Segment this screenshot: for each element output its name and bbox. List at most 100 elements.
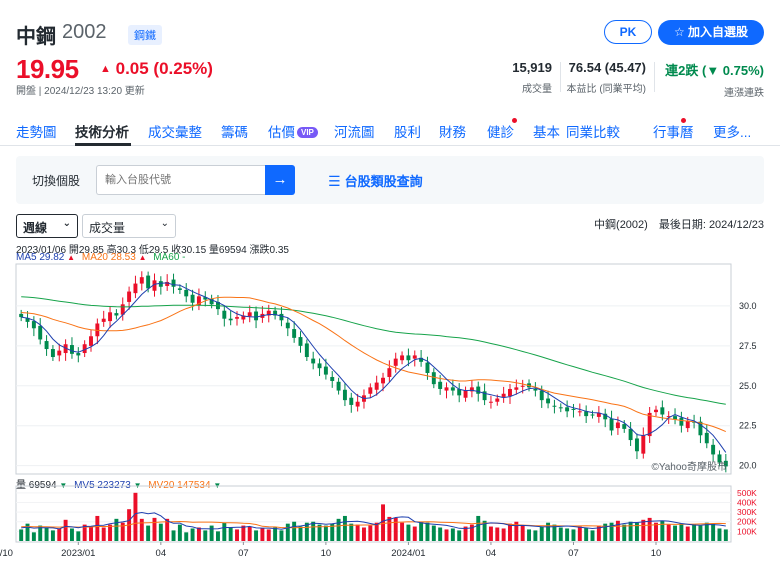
industry-tag[interactable]: 鋼鐵	[128, 25, 162, 45]
candle-body	[203, 297, 208, 300]
volume-bar	[89, 526, 93, 541]
volume-bar	[400, 522, 405, 541]
volume-bar	[457, 530, 462, 541]
volume-bar	[533, 530, 538, 541]
tab-trend[interactable]: 走勢圖	[16, 125, 57, 140]
candle-body	[596, 412, 601, 417]
tab-basic[interactable]: 基本	[533, 125, 560, 140]
metric-streak-value: 連2跌 (▼ 0.75%)	[665, 63, 764, 78]
volume-bar	[450, 528, 455, 541]
candle-body	[19, 313, 24, 318]
candle-body	[38, 325, 43, 340]
ma20-line	[21, 296, 726, 433]
volume-bar	[647, 517, 652, 541]
tab-summary[interactable]: 成交彙整	[148, 125, 202, 140]
volume-tick-label: 200K	[737, 517, 757, 527]
price-tick-label: 30.0	[739, 301, 757, 311]
volume-bar	[298, 526, 303, 541]
volume-bar	[368, 525, 373, 541]
volume-bar	[317, 524, 322, 541]
candle-body	[647, 412, 652, 437]
volume-bar	[285, 523, 290, 541]
candle-body	[69, 345, 74, 354]
candle-body	[50, 349, 55, 358]
volume-bar	[292, 521, 297, 541]
volume-tick-label: 300K	[737, 507, 757, 517]
volume-bar	[95, 515, 100, 541]
candle-body	[533, 388, 538, 391]
candle-body	[374, 382, 379, 390]
candle-body	[609, 418, 614, 431]
volume-bar	[406, 524, 411, 541]
tab-diagnosis[interactable]: 健診	[487, 125, 514, 140]
tab-river[interactable]: 河流圖	[334, 125, 375, 140]
tab-technical[interactable]: 技術分析	[75, 125, 129, 140]
list-icon: ☰	[328, 173, 341, 189]
add-watchlist-button[interactable]: ☆ 加入自選股	[658, 20, 764, 45]
candle-body	[387, 368, 392, 377]
price-change: ▲ 0.05 (0.25%)	[100, 59, 213, 79]
candle-body	[520, 385, 525, 387]
indicator-select[interactable]: 成交量 ⌄	[82, 214, 176, 238]
volume-bar	[508, 523, 512, 541]
candle-body	[101, 318, 106, 322]
candle-body	[31, 321, 36, 329]
tab-peers[interactable]: 同業比較	[566, 125, 620, 140]
volume-bar	[304, 522, 309, 541]
period-select[interactable]: 週線 ⌄	[16, 214, 78, 238]
x-tick-label: 07	[568, 548, 579, 559]
candle-body	[76, 353, 81, 356]
volume-bar	[362, 527, 366, 541]
candle-body	[273, 310, 278, 316]
volume-bar	[31, 532, 36, 541]
volume-bar	[711, 523, 716, 541]
volume-bar	[482, 520, 487, 541]
volume-bar	[19, 529, 24, 541]
candle-body	[342, 389, 347, 401]
pk-button[interactable]: PK	[604, 20, 652, 44]
candle-body	[482, 391, 487, 401]
volume-bar	[203, 530, 208, 541]
candle-body	[698, 421, 703, 436]
candle-body	[615, 422, 620, 429]
volume-bar	[654, 522, 658, 541]
candle-body	[222, 310, 227, 319]
volume-bar	[660, 520, 665, 541]
stock-tabs: 走勢圖 技術分析 成交彙整 籌碼 估價 VIP 河流圖 股利 財務 健診 基本 同…	[0, 114, 780, 146]
candle-body	[660, 407, 665, 415]
candle-body	[431, 372, 436, 385]
tab-chips[interactable]: 籌碼	[221, 125, 248, 140]
volume-bar	[469, 524, 474, 541]
volume-bar	[235, 529, 239, 541]
candle-body	[285, 322, 290, 329]
stock-search-input[interactable]	[96, 165, 266, 195]
tab-financial[interactable]: 財務	[439, 125, 466, 140]
tab-dividend[interactable]: 股利	[394, 125, 421, 140]
candle-body	[393, 358, 398, 366]
volume-bar	[323, 525, 328, 541]
tab-valuation[interactable]: 估價 VIP	[268, 121, 318, 141]
candle-body	[469, 387, 474, 392]
volume-bar	[44, 527, 49, 541]
candle-body	[508, 388, 512, 397]
candle-body	[558, 407, 563, 409]
volume-bar	[82, 524, 87, 541]
volume-bar	[596, 525, 601, 541]
candle-body	[685, 420, 690, 429]
candle-body	[108, 312, 113, 322]
volume-bar	[25, 523, 30, 541]
candle-body	[622, 424, 627, 429]
candle-body	[44, 341, 49, 350]
candle-body	[190, 294, 195, 303]
volume-bar	[476, 515, 481, 541]
tab-more[interactable]: 更多...	[713, 125, 752, 140]
candle-body	[171, 279, 176, 287]
search-submit-button[interactable]: →	[265, 165, 295, 195]
tab-calendar[interactable]: 行事曆	[653, 125, 694, 140]
price-tick-label: 25.0	[739, 381, 757, 391]
category-search-link[interactable]: ☰ 台股類股查詢	[328, 171, 423, 190]
indicator-select-value: 成交量	[89, 221, 126, 235]
volume-bar	[431, 525, 436, 541]
volume-tick-label: 100K	[737, 526, 757, 536]
